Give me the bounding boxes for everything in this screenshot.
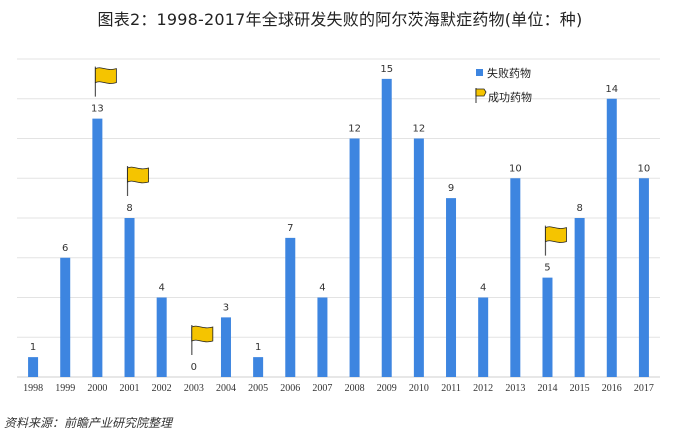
bar-2001: [124, 218, 135, 377]
legend-success-label: 成功药物: [488, 90, 532, 104]
x-tick-2002: 2002: [152, 383, 172, 394]
grid-lines: [17, 58, 660, 378]
value-label-2004: 3: [223, 302, 229, 313]
bar-2011: [446, 198, 457, 377]
chart-title: 图表2：1998-2017年全球研发失败的阿尔茨海默症药物(单位：种): [97, 10, 583, 29]
x-tick-2004: 2004: [216, 383, 236, 394]
x-tick-2000: 2000: [87, 383, 107, 394]
x-axis-ticks: 1998 1999 2000 2001 2002 2003 2004 2005 2006 2007…: [23, 383, 654, 394]
value-label-2014: 5: [544, 263, 550, 274]
x-tick-2017: 2017: [634, 383, 654, 394]
bar-2014: [542, 277, 553, 377]
value-label-1999: 6: [62, 243, 68, 254]
value-label-2006: 7: [287, 223, 293, 234]
bar-2016: [606, 98, 617, 377]
x-tick-2003: 2003: [184, 383, 204, 394]
value-label-1998: 1: [30, 342, 36, 353]
value-label-2011: 9: [448, 183, 454, 194]
x-tick-1999: 1999: [55, 383, 75, 394]
value-label-2002: 4: [158, 283, 164, 294]
x-tick-2015: 2015: [570, 383, 590, 394]
bar-2013: [510, 178, 521, 377]
x-tick-2008: 2008: [345, 383, 365, 394]
bar-1998: [28, 357, 39, 377]
x-tick-2014: 2014: [537, 383, 557, 394]
bar-2005: [253, 357, 264, 377]
legend-success-swatch: [475, 88, 487, 103]
x-tick-2005: 2005: [248, 383, 268, 394]
bar-2006: [285, 237, 296, 377]
bar-2004: [220, 317, 231, 377]
bar-2000: [92, 118, 103, 377]
x-tick-1998: 1998: [23, 383, 43, 394]
value-labels: 1 6 13 8 4 0 3 1 7 4 12 15 12 9 4 10 5 8 14 10: [30, 64, 650, 373]
bar-2008: [349, 138, 360, 377]
x-tick-2009: 2009: [377, 383, 397, 394]
bar-1999: [60, 257, 71, 377]
legend-failed-label: 失败药物: [487, 66, 531, 80]
bars: [28, 78, 649, 377]
value-label-2003: 0: [191, 362, 197, 373]
value-label-2001: 8: [126, 203, 132, 214]
value-label-2010: 12: [413, 124, 426, 135]
x-tick-2006: 2006: [280, 383, 300, 394]
bar-2015: [574, 218, 585, 377]
success-flag-2003: [191, 325, 214, 355]
legend-failed-swatch: [476, 69, 483, 76]
x-tick-2013: 2013: [505, 383, 525, 394]
success-flag-2000: [94, 66, 117, 97]
success-flag-2014: [544, 225, 567, 256]
value-label-2013: 10: [509, 163, 522, 174]
value-label-2016: 14: [605, 84, 618, 95]
bar-2002: [156, 297, 167, 377]
legend: 失败药物 成功药物: [475, 66, 532, 104]
bar-2012: [478, 297, 489, 377]
bar-2009: [381, 78, 392, 377]
value-label-2000: 13: [91, 104, 104, 115]
bar-2017: [638, 178, 649, 377]
value-label-2007: 4: [319, 283, 325, 294]
value-label-2017: 10: [638, 163, 651, 174]
success-flags: [94, 66, 567, 355]
value-label-2009: 15: [380, 64, 393, 75]
bar-2010: [413, 138, 424, 377]
value-label-2008: 12: [348, 124, 361, 135]
bar-2007: [317, 297, 328, 377]
value-label-2015: 8: [576, 203, 582, 214]
x-tick-2012: 2012: [473, 383, 493, 394]
x-tick-2001: 2001: [120, 383, 140, 394]
success-flag-2001: [126, 166, 149, 196]
x-tick-2007: 2007: [312, 383, 332, 394]
value-label-2005: 1: [255, 342, 261, 353]
value-label-2012: 4: [480, 283, 486, 294]
x-tick-2011: 2011: [441, 383, 461, 394]
x-tick-2016: 2016: [602, 383, 622, 394]
x-tick-2010: 2010: [409, 383, 429, 394]
source-note: 资料来源：前瞻产业研究院整理: [4, 416, 173, 430]
